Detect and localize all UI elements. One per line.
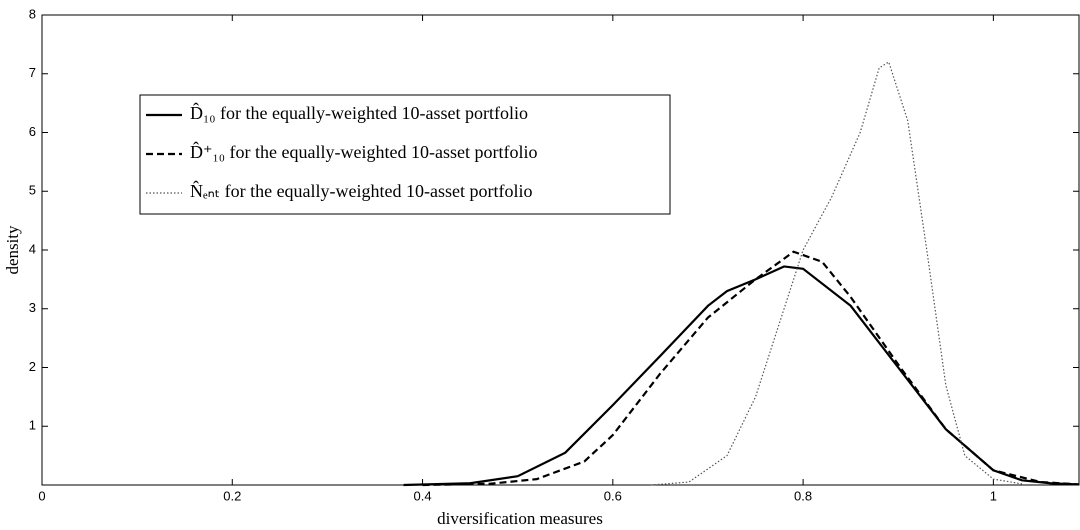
legend-label: D̂₁₀ for the equally-weighted 10-asset p… — [190, 103, 528, 124]
x-tick-label: 0.2 — [223, 488, 241, 503]
line-series — [403, 265, 1080, 487]
plot-frame — [41, 14, 1080, 486]
y-tick-label: 4 — [29, 241, 36, 256]
x-tick-label: 1 — [990, 488, 997, 503]
legend-box — [139, 94, 671, 215]
y-tick-label: 6 — [29, 124, 36, 139]
x-tick-label: 0.8 — [794, 488, 812, 503]
x-tick-label: 0 — [38, 488, 45, 503]
line-series — [422, 250, 1080, 487]
y-tick-label: 3 — [29, 300, 36, 315]
x-axis-label: diversification measures — [437, 509, 603, 528]
y-tick-label: 5 — [29, 183, 36, 198]
y-tick-label: 2 — [29, 359, 36, 374]
line-series — [650, 61, 1023, 486]
x-tick-label: 0.4 — [414, 488, 432, 503]
x-tick-label: 0.6 — [604, 488, 622, 503]
y-tick-label: 7 — [29, 65, 36, 80]
legend-label: D̂⁺₁₀ for the equally-weighted 10-asset … — [190, 142, 537, 163]
y-tick-label: 8 — [29, 6, 36, 21]
y-tick-label: 1 — [29, 418, 36, 433]
y-axis-label: density — [3, 225, 22, 275]
legend-label: N̂ₑₙₜ for the equally-weighted 10-asset … — [190, 181, 533, 202]
